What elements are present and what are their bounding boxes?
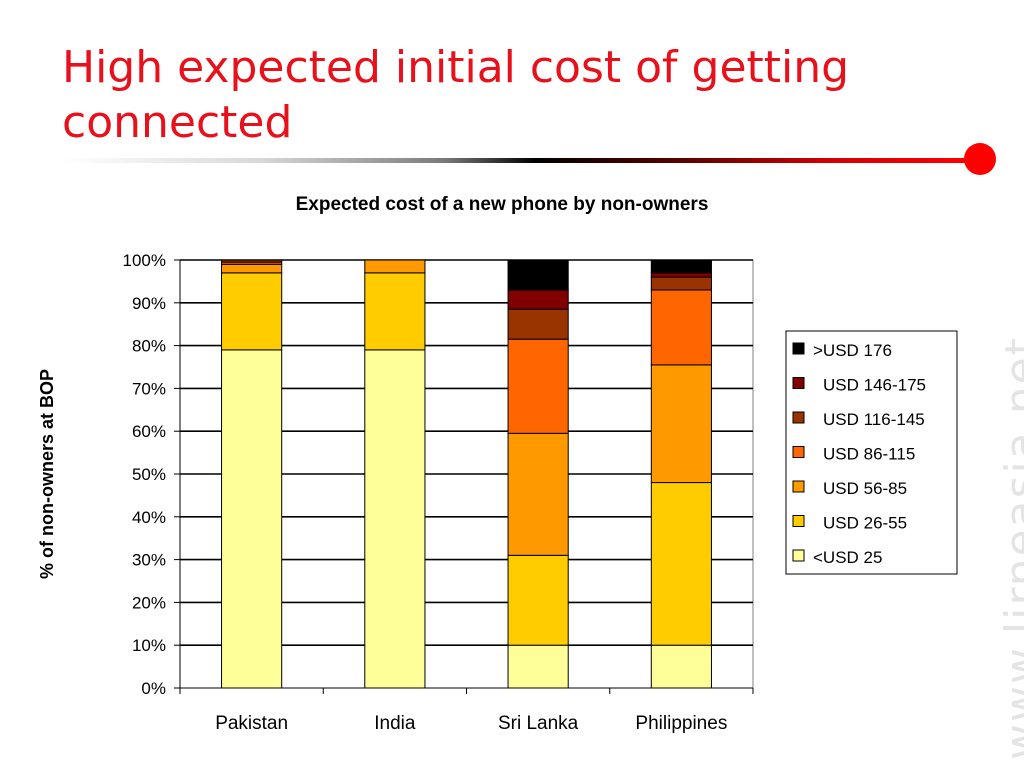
y-tick-label: 30% bbox=[132, 551, 166, 570]
y-tick-label: 10% bbox=[132, 636, 166, 655]
bar-segment bbox=[650, 289, 712, 366]
bar-segment bbox=[650, 364, 712, 484]
y-tick-label: 80% bbox=[132, 337, 166, 356]
bar-segment bbox=[507, 338, 569, 434]
bar-segment bbox=[507, 259, 569, 291]
bar-segment bbox=[507, 289, 569, 310]
bar-segment bbox=[650, 259, 712, 274]
y-tick-label: 70% bbox=[132, 379, 166, 398]
title-divider bbox=[62, 158, 972, 163]
legend-swatch bbox=[792, 446, 805, 458]
legend-swatch bbox=[792, 549, 805, 562]
y-tick-label: 40% bbox=[132, 508, 166, 527]
y-tick-label: 100% bbox=[123, 251, 166, 270]
y-axis-label: % of non-owners at BOP bbox=[37, 369, 57, 579]
bar-segment bbox=[364, 349, 426, 689]
legend-label: <USD 25 bbox=[813, 548, 882, 567]
y-tick-label: 90% bbox=[132, 294, 166, 313]
x-category-label: Pakistan bbox=[215, 713, 288, 734]
y-tick-label: 20% bbox=[132, 593, 166, 612]
legend-swatch bbox=[792, 515, 805, 527]
legend-swatch bbox=[792, 411, 805, 424]
bar-segment bbox=[507, 644, 569, 689]
legend-swatch bbox=[792, 480, 805, 493]
slide-title: High expected initial cost of getting co… bbox=[62, 42, 850, 148]
bar-segment bbox=[507, 432, 569, 556]
bar-segment bbox=[507, 554, 569, 646]
legend-swatch bbox=[792, 377, 805, 389]
legend-label: USD 116-145 bbox=[823, 410, 925, 429]
legend-label: USD 56-85 bbox=[823, 479, 907, 498]
bar-segment bbox=[507, 308, 569, 340]
title-bullet-dot bbox=[964, 143, 996, 175]
x-category-label: Philippines bbox=[635, 713, 727, 734]
bar-segment bbox=[650, 644, 712, 689]
bar-segment bbox=[221, 263, 283, 274]
y-tick-label: 0% bbox=[141, 679, 166, 698]
bar-segment bbox=[221, 349, 283, 689]
legend-label: USD 26-55 bbox=[823, 514, 907, 533]
y-tick-label: 60% bbox=[132, 422, 166, 441]
bar-segment bbox=[221, 272, 283, 351]
bar-segment bbox=[364, 272, 426, 351]
bar-segment bbox=[221, 259, 283, 263]
legend-label: USD 146-175 bbox=[823, 376, 926, 395]
bar-segment bbox=[650, 272, 712, 278]
bar-segment bbox=[364, 259, 426, 274]
x-category-label: India bbox=[374, 713, 416, 734]
legend-swatch bbox=[792, 342, 805, 355]
legend-label: >USD 176 bbox=[813, 341, 892, 360]
y-tick-label: 50% bbox=[132, 465, 166, 484]
bar-segment bbox=[650, 482, 712, 646]
chart-title: Expected cost of a new phone by non-owne… bbox=[296, 194, 709, 215]
legend-label: USD 86-115 bbox=[823, 445, 915, 464]
legend-box bbox=[785, 330, 958, 575]
x-category-label: Sri Lanka bbox=[498, 713, 579, 734]
bar-segment bbox=[650, 276, 712, 291]
